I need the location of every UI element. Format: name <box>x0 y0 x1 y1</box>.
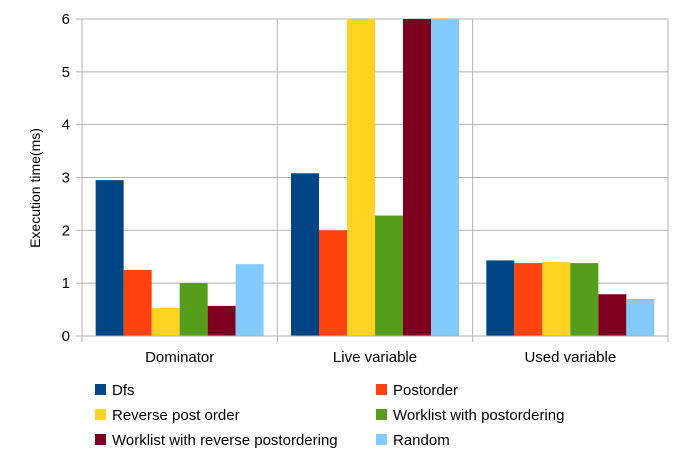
legend-swatch <box>95 384 106 395</box>
bar-live-variable-random <box>431 19 459 336</box>
bars <box>95 19 655 336</box>
bar-used-variable-postorder <box>514 263 543 336</box>
bar-dominator-reverse-post-order <box>151 307 180 336</box>
bar-used-variable-worklist-with-reverse-postordering <box>598 294 627 336</box>
bar-dominator-postorder <box>123 269 152 336</box>
y-axis-title: Execution time(ms) <box>27 128 43 248</box>
bar-dominator-worklist-with-postordering <box>179 283 208 336</box>
bar-used-variable-dfs <box>486 260 515 336</box>
legend-label: Worklist with postordering <box>393 407 564 424</box>
y-tick-label: 4 <box>62 117 70 134</box>
y-tick-label: 6 <box>62 11 70 28</box>
y-tick-label: 3 <box>62 170 70 187</box>
legend-label: Random <box>393 432 450 449</box>
x-category-labels: Dominator Live variable Used variable <box>145 349 616 366</box>
legend-swatch <box>376 384 387 395</box>
legend: Dfs Postorder Reverse post order Worklist w… <box>95 382 564 449</box>
x-category-label: Used variable <box>524 349 616 366</box>
bar-live-variable-worklist-with-reverse-postordering <box>403 19 431 336</box>
bar-dominator-random <box>235 264 264 336</box>
bar-used-variable-worklist-with-postordering <box>570 263 599 336</box>
legend-swatch <box>95 409 106 420</box>
bar-dominator-worklist-with-reverse-postordering <box>207 305 236 336</box>
axes <box>76 18 669 342</box>
legend-swatch <box>376 409 387 420</box>
legend-label: Reverse post order <box>112 407 240 424</box>
legend-label: Postorder <box>393 382 458 399</box>
bar-live-variable-worklist-with-postordering <box>375 215 403 336</box>
bar-used-variable-reverse-post-order <box>542 262 571 336</box>
legend-label: Dfs <box>112 382 135 399</box>
y-tick-label: 5 <box>62 64 70 81</box>
y-tick-label: 0 <box>62 328 70 345</box>
legend-swatch <box>95 434 106 445</box>
y-tick-label: 1 <box>62 275 70 292</box>
legend-label: Worklist with reverse postordering <box>112 432 338 449</box>
x-category-label: Live variable <box>333 349 417 366</box>
y-tick-label: 2 <box>62 222 70 239</box>
legend-swatch <box>376 434 387 445</box>
bar-live-variable-postorder <box>319 230 347 336</box>
bar-used-variable-random <box>626 299 655 336</box>
y-tick-labels: 0 1 2 3 4 5 6 <box>62 11 70 345</box>
bar-dominator-dfs <box>95 180 124 336</box>
bar-live-variable-reverse-post-order <box>347 19 375 336</box>
x-category-label: Dominator <box>145 349 214 366</box>
bar-live-variable-dfs <box>291 173 319 336</box>
